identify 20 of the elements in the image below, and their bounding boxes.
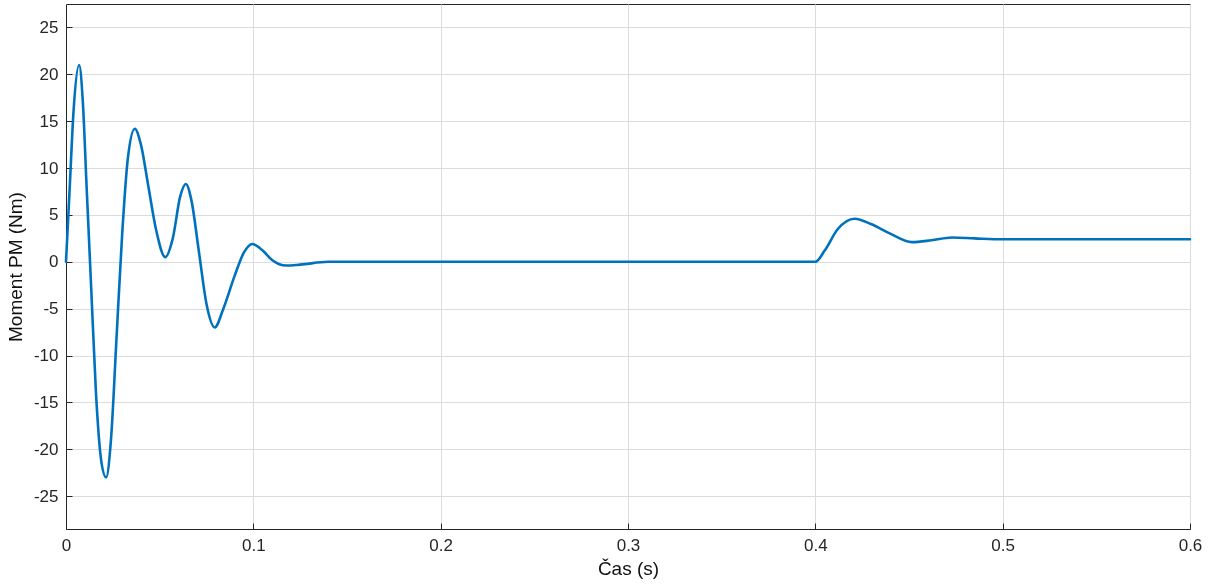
y-tick-label: 10 — [39, 158, 59, 178]
y-tick-label: -15 — [33, 392, 59, 412]
x-tick-label: 0.6 — [1178, 535, 1203, 555]
y-tick-label: -25 — [33, 486, 59, 506]
y-tick-label: -10 — [33, 346, 59, 366]
x-tick-label: 0.5 — [991, 535, 1015, 555]
y-tick-label: 25 — [39, 17, 59, 37]
x-tick-label: 0.2 — [429, 535, 453, 555]
y-tick-label: -20 — [33, 439, 59, 459]
x-axis-title: Čas (s) — [597, 557, 660, 579]
y-tick-label: 0 — [49, 252, 59, 272]
y-tick-label: 5 — [49, 205, 59, 225]
y-tick-label: 15 — [39, 111, 59, 131]
x-tick-label: 0.3 — [616, 535, 641, 555]
y-axis-title: Moment PM (Nm) — [4, 192, 26, 342]
line-series — [64, 63, 1192, 479]
y-tick-label: 20 — [39, 64, 59, 84]
x-tick-label: 0.1 — [242, 535, 266, 555]
x-tick-label: 0.4 — [804, 535, 828, 555]
y-tick-label: -5 — [43, 299, 59, 319]
